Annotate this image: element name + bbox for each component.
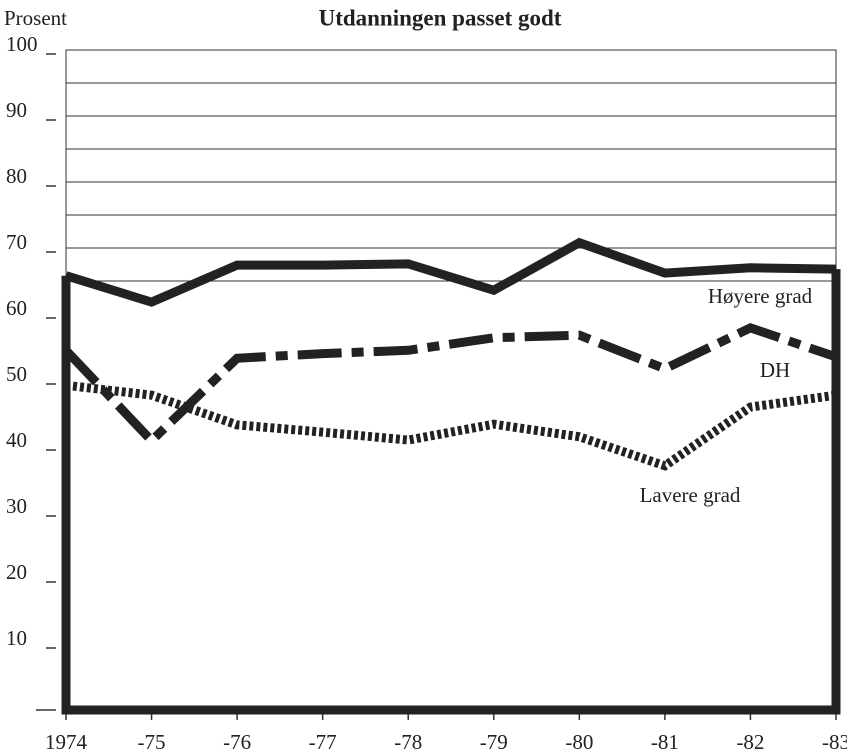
series-line [65, 380, 837, 471]
x-tick-label: 1974 [45, 730, 88, 754]
y-tick-label: 80 [6, 164, 27, 188]
series-line [62, 323, 838, 448]
series-label: Høyere grad [708, 284, 813, 308]
x-tick-label: -75 [138, 730, 166, 754]
x-tick-label: -78 [394, 730, 422, 754]
axis-frame [61, 269, 841, 715]
x-tick-label: -77 [309, 730, 337, 754]
y-tick-label: 30 [6, 494, 27, 518]
y-tick-label: 10 [6, 626, 27, 650]
y-axis-label: Prosent [4, 6, 67, 30]
x-tick-label: -79 [480, 730, 508, 754]
chart-title: Utdanningen passet godt [319, 5, 562, 30]
y-tick-label: 40 [6, 428, 27, 452]
y-tick-label: 90 [6, 98, 27, 122]
y-tick-label: 70 [6, 230, 27, 254]
series-line [64, 237, 837, 307]
x-tick-label: -76 [223, 730, 251, 754]
y-tick-label: 100 [6, 32, 38, 56]
x-tick-label: -83 [822, 730, 847, 754]
series-label: Lavere grad [640, 483, 741, 507]
x-tick-label: -81 [651, 730, 679, 754]
y-tick-label: 60 [6, 296, 27, 320]
x-tick-label: -80 [565, 730, 593, 754]
series-label: DH [760, 358, 790, 382]
x-tick-label: -82 [736, 730, 764, 754]
y-tick-label: 20 [6, 560, 27, 584]
y-tick-label: 50 [6, 362, 27, 386]
